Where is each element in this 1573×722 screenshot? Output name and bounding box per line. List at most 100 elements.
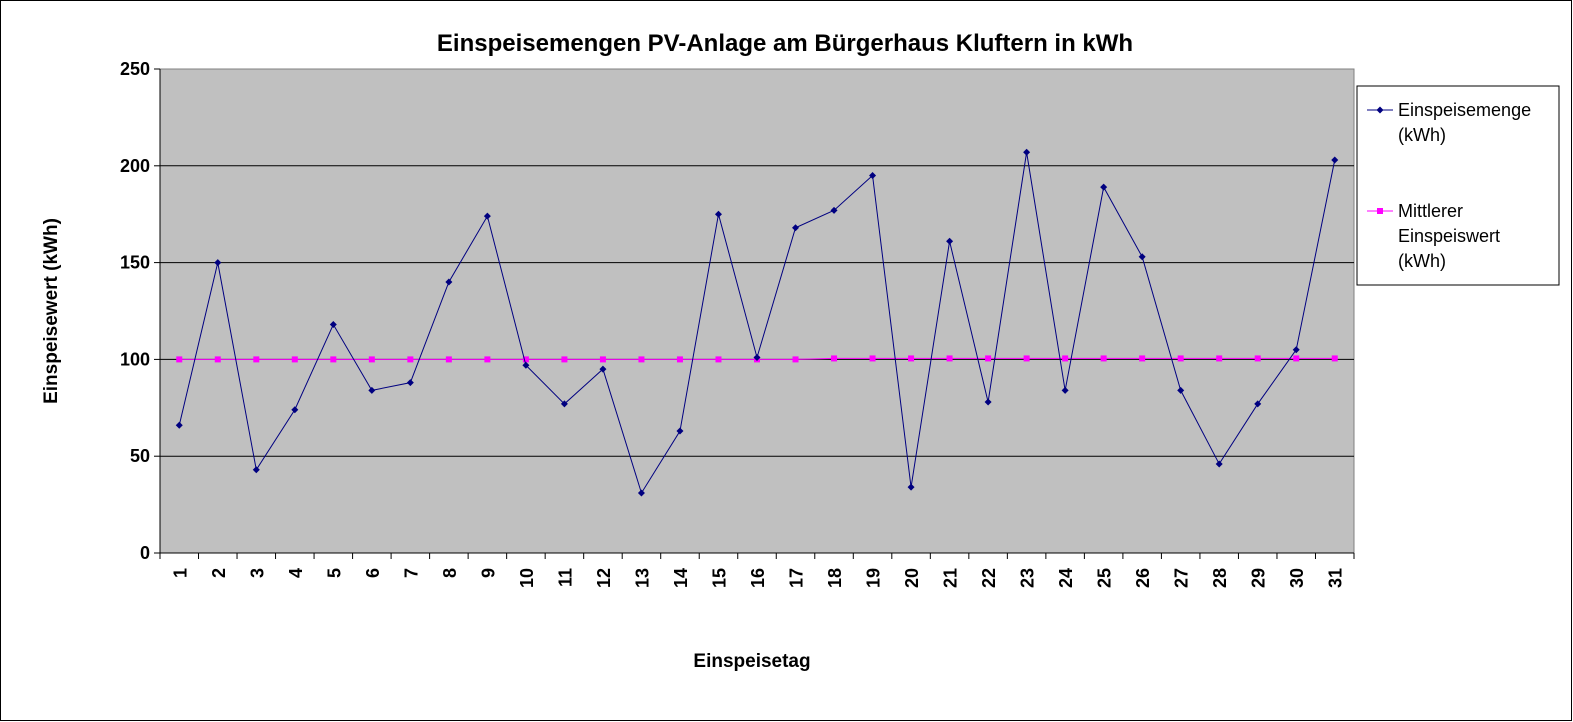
legend-marker bbox=[1377, 208, 1383, 214]
data-point bbox=[329, 321, 337, 329]
legend-entry: Mittlerer Einspeiswert (kWh) bbox=[1367, 201, 1500, 271]
y-tick-label: 200 bbox=[120, 156, 150, 176]
data-point bbox=[522, 356, 529, 363]
x-tick-label: 23 bbox=[1018, 568, 1038, 588]
chart-title: Einspeisemengen PV-Anlage am Bürgerhaus … bbox=[437, 30, 1133, 57]
data-point bbox=[252, 466, 260, 474]
data-point bbox=[599, 356, 606, 363]
data-point bbox=[1215, 460, 1223, 468]
x-tick-label: 17 bbox=[787, 568, 807, 588]
data-point bbox=[638, 356, 645, 363]
y-tick-label: 250 bbox=[120, 59, 150, 79]
x-tick-label: 24 bbox=[1056, 568, 1076, 588]
x-tick-label: 1 bbox=[170, 568, 190, 578]
data-point bbox=[1292, 346, 1300, 354]
data-point bbox=[445, 356, 452, 363]
data-point bbox=[1023, 148, 1031, 156]
x-tick-label: 12 bbox=[594, 568, 614, 588]
legend-box bbox=[1356, 85, 1560, 286]
x-tick-label: 7 bbox=[401, 568, 421, 578]
data-point bbox=[869, 171, 877, 179]
x-tick-label: 10 bbox=[517, 568, 537, 588]
x-tick-label: 22 bbox=[979, 568, 999, 588]
data-point bbox=[1100, 183, 1108, 191]
data-point bbox=[715, 356, 722, 363]
data-point bbox=[676, 427, 684, 435]
data-point bbox=[637, 489, 645, 497]
data-point bbox=[946, 237, 954, 245]
plot-area bbox=[159, 68, 1355, 554]
legend-label: Einspeisemenge (kWh) bbox=[1398, 100, 1531, 145]
x-tick-label: 19 bbox=[864, 568, 884, 588]
data-point bbox=[1139, 355, 1146, 362]
data-point bbox=[1100, 355, 1107, 362]
x-tick-label: 16 bbox=[748, 568, 768, 588]
data-point bbox=[908, 355, 915, 362]
legend: Einspeisemenge (kWh) Mittlerer Einspeiswert… bbox=[1356, 85, 1560, 286]
x-tick-label: 21 bbox=[941, 568, 961, 588]
data-point bbox=[291, 406, 299, 414]
data-point bbox=[368, 356, 375, 363]
data-point bbox=[407, 356, 414, 363]
data-point bbox=[330, 356, 337, 363]
data-point bbox=[792, 224, 800, 232]
x-tick-label: 14 bbox=[671, 568, 691, 588]
x-tick-label: 25 bbox=[1095, 568, 1115, 588]
data-point bbox=[368, 386, 376, 394]
data-point bbox=[1138, 253, 1146, 261]
x-tick-label: 8 bbox=[440, 568, 460, 578]
x-tick-label: 18 bbox=[825, 568, 845, 588]
series-layer bbox=[175, 148, 1339, 497]
data-point bbox=[792, 356, 799, 363]
data-point bbox=[253, 356, 260, 363]
data-point bbox=[1177, 386, 1185, 394]
data-point bbox=[1254, 400, 1262, 408]
x-tick-label: 20 bbox=[902, 568, 922, 588]
x-tick-label: 28 bbox=[1210, 568, 1230, 588]
x-tick-label: 26 bbox=[1133, 568, 1153, 588]
legend-marker bbox=[1376, 106, 1384, 114]
data-point bbox=[714, 210, 722, 218]
data-point bbox=[406, 379, 414, 387]
y-axis-title: Einspeisewert (kWh) bbox=[41, 218, 62, 404]
x-tick-labels: 1 2 3 4 5 6 7 8 9 10 11 12 13 14 15 16 17 18 19 20 21 22 23 24 2… bbox=[170, 568, 1345, 588]
y-tick-label: 100 bbox=[120, 349, 150, 369]
data-point bbox=[291, 356, 298, 363]
data-point bbox=[676, 356, 683, 363]
data-point bbox=[522, 361, 530, 369]
axes bbox=[154, 68, 1355, 559]
data-point bbox=[984, 398, 992, 406]
x-tick-label: 3 bbox=[247, 568, 267, 578]
data-point bbox=[214, 356, 221, 363]
x-tick-label: 13 bbox=[632, 568, 652, 588]
x-tick-label: 30 bbox=[1287, 568, 1307, 588]
y-tick-label: 0 bbox=[140, 543, 150, 563]
data-point bbox=[599, 365, 607, 373]
data-point bbox=[907, 483, 915, 491]
data-point bbox=[830, 206, 838, 214]
data-point bbox=[946, 355, 953, 362]
data-point bbox=[1331, 156, 1339, 164]
data-point bbox=[1216, 355, 1223, 362]
x-tick-label: 11 bbox=[555, 568, 575, 587]
legend-label: Mittlerer Einspeiswert (kWh) bbox=[1398, 201, 1500, 271]
y-tick-labels: 0 50 100 150 200 250 bbox=[120, 59, 150, 563]
x-tick-label: 6 bbox=[363, 568, 383, 578]
x-tick-label: 27 bbox=[1172, 568, 1192, 588]
data-point bbox=[214, 259, 222, 267]
y-tick-label: 50 bbox=[130, 446, 150, 466]
x-tick-label: 9 bbox=[478, 568, 498, 578]
x-axis-title: Einspeisetag bbox=[693, 651, 810, 672]
data-point bbox=[445, 278, 453, 286]
data-point bbox=[869, 355, 876, 362]
data-point bbox=[176, 356, 183, 363]
data-point bbox=[560, 400, 568, 408]
data-point bbox=[175, 421, 183, 429]
data-point bbox=[1331, 355, 1338, 362]
data-point bbox=[484, 356, 491, 363]
x-tick-label: 5 bbox=[324, 568, 344, 578]
x-tick-label: 29 bbox=[1249, 568, 1269, 588]
x-tick-label: 2 bbox=[209, 568, 229, 578]
